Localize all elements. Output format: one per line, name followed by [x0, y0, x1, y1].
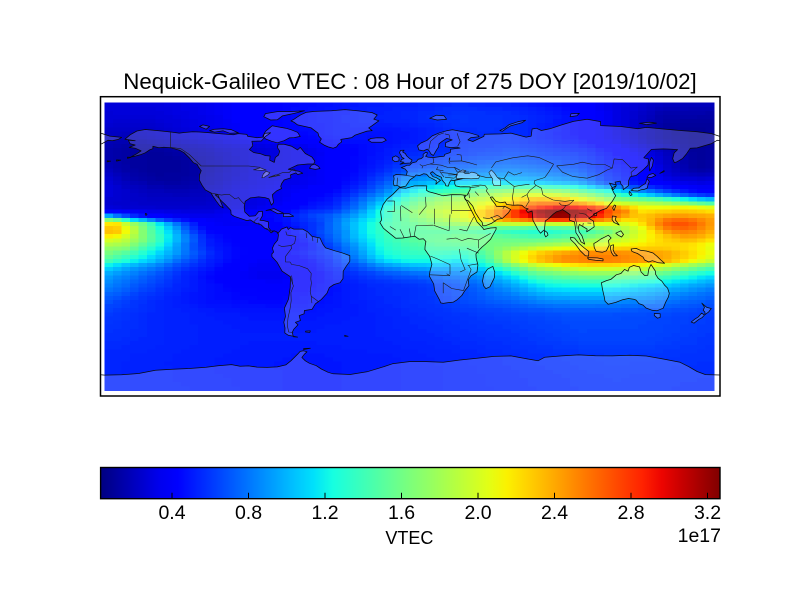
svg-text:2.4: 2.4	[541, 502, 568, 524]
svg-text:1.2: 1.2	[311, 502, 338, 524]
svg-text:0.8: 0.8	[235, 502, 262, 524]
svg-text:Nequick-Galileo VTEC : 08 Hour: Nequick-Galileo VTEC : 08 Hour of 275 DO…	[123, 69, 696, 94]
svg-text:1.6: 1.6	[388, 502, 415, 524]
svg-text:2.0: 2.0	[464, 502, 491, 524]
svg-text:VTEC: VTEC	[385, 528, 433, 548]
svg-text:2.8: 2.8	[617, 502, 644, 524]
svg-text:0.4: 0.4	[158, 502, 185, 524]
svg-text:1e17: 1e17	[678, 525, 721, 547]
svg-text:3.2: 3.2	[694, 502, 721, 524]
